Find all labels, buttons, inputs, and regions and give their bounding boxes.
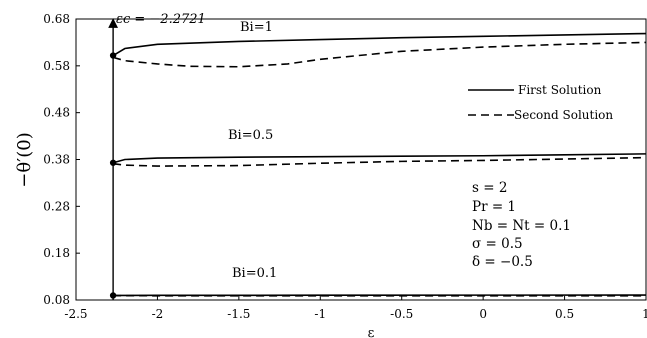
- annotation-s: s = 2: [472, 180, 507, 196]
- group-label-bi-0.1: Bi=0.1: [232, 266, 277, 281]
- x-tick-label: -2.5: [64, 307, 87, 321]
- x-tick-label: 1: [642, 307, 647, 321]
- x-tick-label: -1.5: [227, 307, 250, 321]
- y-tick-label: 0.38: [43, 153, 70, 167]
- y-tick-label: 0.18: [43, 246, 70, 260]
- second-solution-curve-0: [112, 41, 647, 68]
- x-tick-label: 0.5: [555, 307, 574, 321]
- y-tick-label: 0.48: [43, 106, 70, 120]
- critical-point-0: [109, 52, 117, 59]
- legend-second-solution: Second Solution: [514, 108, 613, 122]
- y-axis-label: −θ′(0): [14, 132, 35, 188]
- y-tick-label: 0.58: [43, 59, 70, 73]
- annotation-sigma: σ = 0.5: [472, 236, 523, 252]
- x-tick-label: -1: [314, 307, 326, 321]
- annotation-delta: δ = −0.5: [472, 254, 533, 270]
- second-solution-curve-1: [113, 156, 647, 167]
- y-tick-label: 0.68: [43, 12, 70, 26]
- group-label-bi-1: Bi=1: [240, 20, 273, 35]
- x-tick-label: 0: [479, 307, 487, 321]
- critical-point-2: [109, 292, 117, 299]
- x-tick-label: -0.5: [390, 307, 413, 321]
- y-tick-label: 0.28: [43, 199, 70, 213]
- critical-label: εc = −2.2721: [116, 12, 206, 27]
- group-label-bi-0.5: Bi=0.5: [228, 128, 273, 143]
- x-axis-label: ε: [368, 326, 375, 338]
- first-solution-curve-0: [112, 32, 647, 57]
- y-tick-label: 0.08: [43, 293, 70, 307]
- annotation-nb-nt: Nb = Nt = 0.1: [472, 218, 571, 234]
- critical-point-1: [109, 159, 117, 166]
- first-solution-curve-1: [112, 153, 647, 164]
- legend-first-solution: First Solution: [518, 83, 602, 97]
- x-tick-label: -2: [152, 307, 164, 321]
- annotation-pr: Pr = 1: [472, 199, 516, 215]
